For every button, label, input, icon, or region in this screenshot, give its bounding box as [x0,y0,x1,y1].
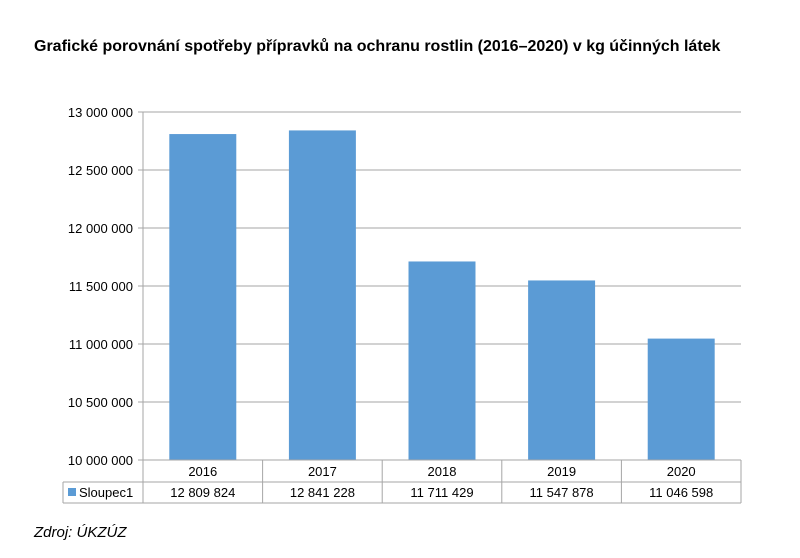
category-label: 2019 [547,464,576,479]
category-label: 2018 [428,464,457,479]
y-tick-label: 11 500 000 [69,279,133,294]
bar-2020 [647,338,715,460]
data-value-label: 12 809 824 [170,485,235,500]
y-tick-label: 13 000 000 [68,105,133,120]
bar-2019 [528,280,596,460]
bar-2017 [288,130,356,461]
data-value-label: 11 547 878 [530,485,594,500]
data-value-label: 11 711 429 [410,485,473,500]
category-label: 2016 [188,464,217,479]
bar-chart: 10 000 000 10 500 000 11 000 000 11 500 000… [62,105,742,504]
y-tick-label: 11 000 000 [69,337,133,352]
legend-label: Sloupec1 [79,485,133,500]
y-tick-label: 12 500 000 [68,163,133,178]
source-note: Zdroj: ÚKZÚZ [34,524,127,541]
y-tick-label: 12 000 000 [68,221,133,236]
data-value-label: 11 046 598 [649,485,713,500]
y-axis: 10 000 000 10 500 000 11 000 000 11 500 000… [68,105,144,468]
category-label: 2020 [667,464,696,479]
bars [169,130,715,461]
legend-key [68,488,76,496]
data-table: 2016 2017 2018 2019 2020 Sloupec1 12 809 824 12… [62,459,742,504]
y-tick-label: 10 500 000 [68,395,133,410]
y-tick-label: 10 000 000 [68,453,133,468]
data-value-label: 12 841 228 [290,485,355,500]
bar-2016 [169,134,237,460]
chart-title: Grafické porovnání spotřeby přípravků na… [34,38,721,55]
category-label: 2017 [308,464,337,479]
bar-2018 [408,261,476,460]
